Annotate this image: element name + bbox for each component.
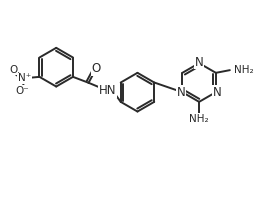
Text: O⁻: O⁻ — [15, 86, 29, 96]
Text: N: N — [195, 56, 204, 69]
Text: O: O — [92, 62, 101, 75]
Text: N⁺: N⁺ — [18, 73, 31, 83]
Text: HN: HN — [99, 84, 117, 97]
Text: N: N — [177, 86, 186, 99]
Text: NH₂: NH₂ — [189, 114, 209, 124]
Text: N: N — [212, 86, 221, 99]
Text: O: O — [9, 64, 18, 75]
Text: NH₂: NH₂ — [234, 65, 253, 75]
